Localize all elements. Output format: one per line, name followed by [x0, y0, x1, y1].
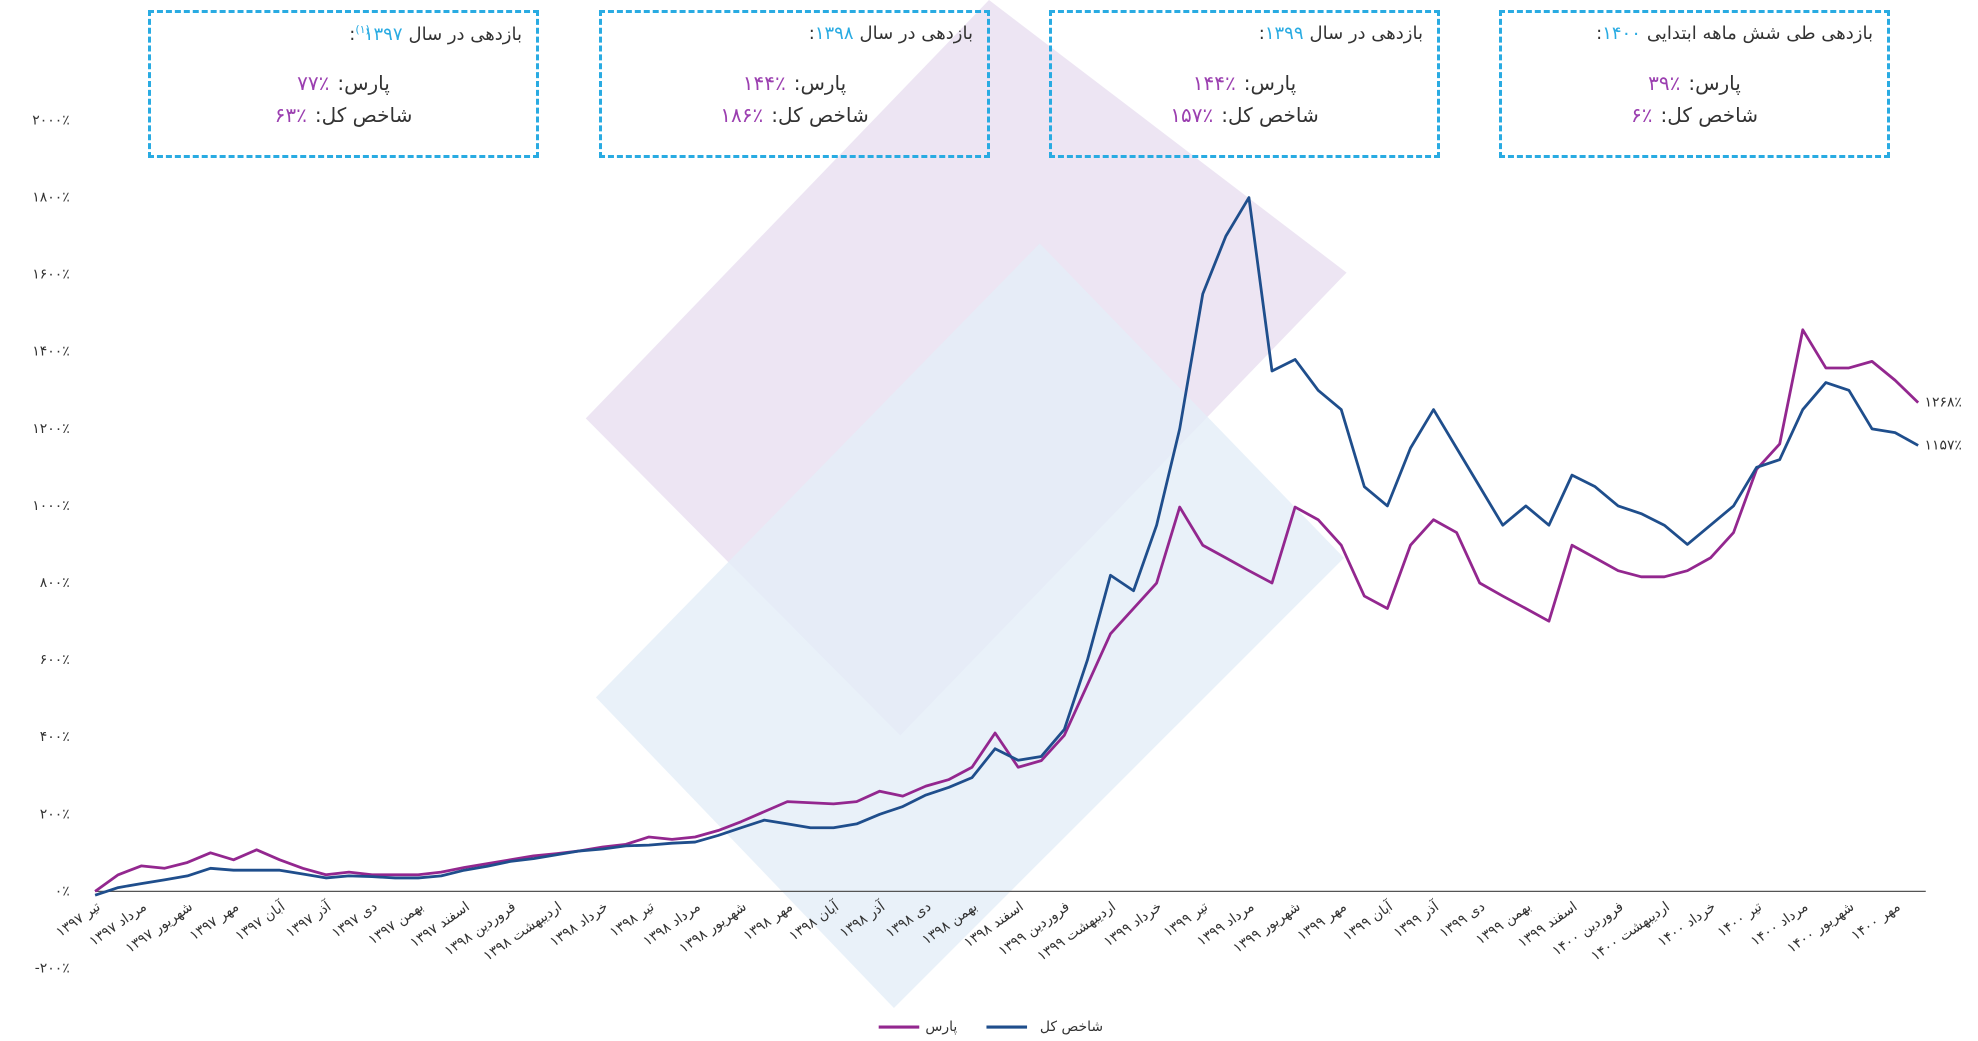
year-group: ۱۳۹۹:: [1259, 23, 1304, 44]
year: ۱۳۹۸: [814, 23, 854, 44]
title-text: بازدهی در سال: [859, 23, 974, 44]
box-title: بازدهی طی شش ماهه ابتدایی ۱۴۰۰:: [1596, 23, 1873, 44]
index-row: شاخص کل: ۶۳٪: [151, 103, 536, 127]
pars-label: پارس:: [1243, 71, 1297, 95]
pars-row: پارس: ۷۷٪: [151, 71, 536, 95]
value-label: ۱۲۶۸٪: [1924, 395, 1961, 411]
pars-value: ۱۴۴٪: [742, 71, 786, 95]
pars-value: ۷۷٪: [297, 71, 330, 95]
index-label: شاخص کل:: [314, 103, 413, 127]
year: ۱۳۹۷: [363, 24, 403, 45]
pars-label: پارس:: [337, 71, 390, 95]
x-tick-label: مهر ۱۳۹۷: [187, 899, 242, 944]
legend-label: شاخص کل: [1040, 1019, 1103, 1035]
suffix: :: [1258, 23, 1265, 44]
series-line: [94, 196, 1919, 897]
index-row: شاخص کل: ۱۵۷٪: [1052, 103, 1437, 127]
pars-label: پارس:: [1688, 71, 1741, 95]
y-tick-label: ۸۰۰٪: [40, 575, 70, 591]
index-value: ۶۳٪: [274, 103, 307, 127]
x-tick-label: آذر ۱۳۹۹: [1390, 897, 1443, 941]
index-row: شاخص کل: ۱۸۶٪: [602, 103, 987, 127]
suffix: :: [349, 24, 356, 45]
index-value: ۱۵۷٪: [1170, 103, 1214, 127]
y-tick-label: ۱۲۰۰٪: [32, 421, 69, 437]
index-value: ۱۸۶٪: [720, 103, 764, 127]
year-group: ۱۴۰۰:: [1596, 23, 1641, 44]
pars-row: پارس: ۳۹٪: [1502, 71, 1887, 95]
y-tick-label: ۲۰۰٪: [40, 806, 70, 822]
index-value: ۶٪: [1631, 103, 1653, 127]
y-tick-label: ۶۰۰٪: [40, 652, 70, 668]
y-tick-label: ۱۶۰۰٪: [32, 267, 69, 283]
y-tick-label: ۲۰۰۰٪: [32, 112, 69, 128]
x-tick-label: مهر ۱۳۹۸: [741, 899, 796, 944]
x-tick-label: مهر ۱۳۹۹: [1295, 899, 1350, 944]
index-label: شاخص کل:: [771, 103, 869, 127]
y-tick-label: -۲۰۰٪: [35, 960, 70, 976]
title-text: بازدهی طی شش ماهه ابتدایی: [1646, 23, 1873, 44]
x-tick-label: اردیبهشت ۱۳۹۸: [481, 899, 565, 965]
series-line: [94, 328, 1920, 893]
title-text: بازدهی در سال: [408, 24, 523, 45]
background-shape: [595, 243, 1345, 1009]
return-box: بازدهی در سال ۱۳۹۹: پارس: ۱۴۴٪ شاخص کل: ۱۵۷٪: [1049, 10, 1440, 158]
return-box: بازدهی طی شش ماهه ابتدایی ۱۴۰۰: پارس: ۳۹٪ شا…: [1499, 10, 1890, 158]
y-tick-label: ۴۰۰٪: [40, 729, 70, 745]
pars-row: پارس: ۱۴۴٪: [602, 71, 987, 95]
footnote: (۱): [355, 23, 370, 36]
x-tick-label: آبان ۱۳۹۷: [232, 897, 289, 944]
x-tick-label: مهر ۱۴۰۰: [1848, 899, 1903, 944]
year-group: ۱۳۹۸:: [809, 23, 854, 44]
y-tick-label: ۱۸۰۰٪: [32, 190, 69, 206]
return-box: بازدهی در سال ۱۳۹۷(۱): پارس: ۷۷٪ شاخص کل: ۶۳٪: [148, 10, 539, 158]
index-row: شاخص کل: ۶٪: [1502, 103, 1887, 127]
x-tick-label: آذر ۱۳۹۷: [283, 897, 336, 941]
return-box: بازدهی در سال ۱۳۹۸: پارس: ۱۴۴٪ شاخص کل: ۱۸۶٪: [599, 10, 990, 158]
x-tick-label: آبان ۱۳۹۹: [1340, 897, 1397, 944]
index-label: شاخص کل:: [1660, 103, 1758, 127]
title-text: بازدهی در سال: [1309, 23, 1424, 44]
pars-row: پارس: ۱۴۴٪: [1052, 71, 1437, 95]
legend: پارس شاخص کل: [878, 1019, 1103, 1035]
value-label: ۱۱۵۷٪: [1924, 437, 1961, 453]
pars-value: ۳۹٪: [1648, 71, 1681, 95]
box-title: بازدهی در سال ۱۳۹۸:: [809, 23, 973, 44]
legend-label: پارس: [925, 1019, 957, 1035]
index-label: شاخص کل:: [1221, 103, 1319, 127]
y-tick-label: ۱۰۰۰٪: [32, 498, 69, 514]
y-tick-label: ۱۴۰۰٪: [32, 344, 69, 360]
pars-label: پارس:: [793, 71, 847, 95]
pars-value: ۱۴۴٪: [1192, 71, 1236, 95]
year-group: ۱۳۹۷(۱):: [349, 23, 402, 45]
year: ۱۴۰۰: [1602, 23, 1641, 44]
box-title: بازدهی در سال ۱۳۹۷(۱):: [349, 23, 522, 45]
year: ۱۳۹۹: [1264, 23, 1304, 44]
suffix: :: [808, 23, 815, 44]
suffix: :: [1596, 23, 1603, 44]
x-tick-label: اردیبهشت ۱۳۹۹: [1034, 899, 1118, 965]
y-tick-label: ۰٪: [55, 883, 70, 899]
x-tick-label: اردیبهشت ۱۴۰۰: [1588, 899, 1672, 965]
box-title: بازدهی در سال ۱۳۹۹:: [1259, 23, 1423, 44]
